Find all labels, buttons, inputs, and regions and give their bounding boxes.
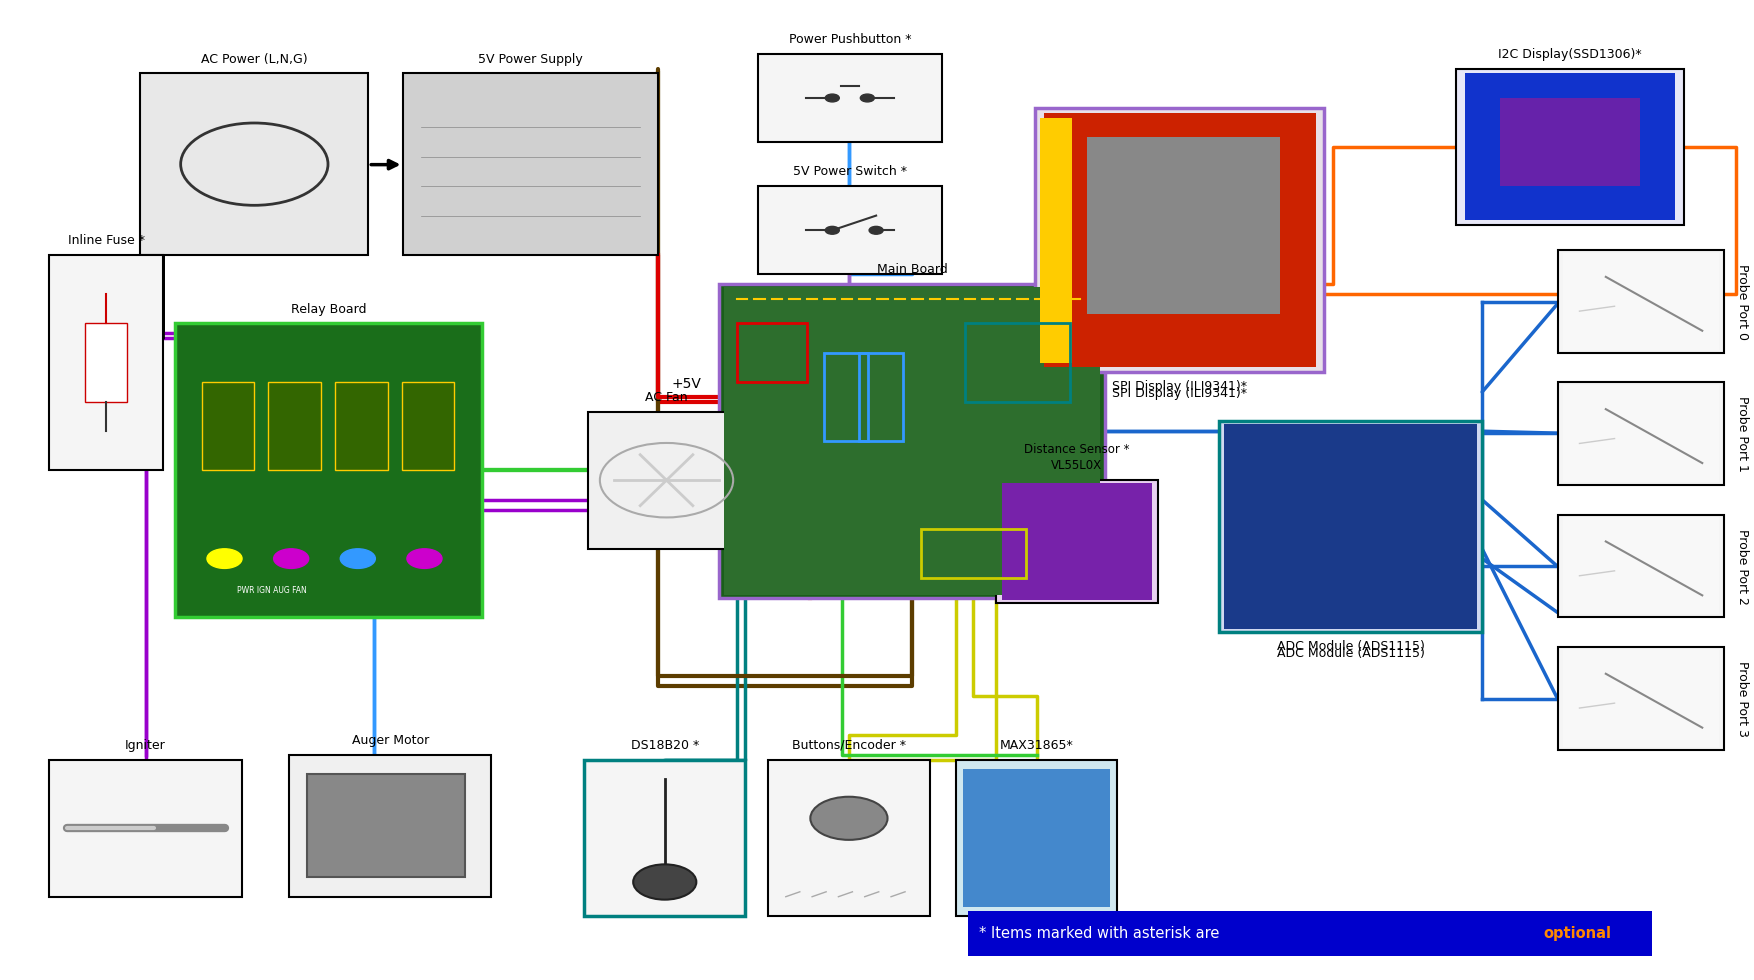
Circle shape [207, 549, 242, 568]
Bar [202, 382, 254, 470]
Bar [996, 480, 1158, 603]
Circle shape [870, 226, 884, 234]
Bar [1563, 385, 1719, 482]
Bar [289, 755, 491, 897]
Bar [588, 412, 745, 549]
Bar [1224, 424, 1477, 629]
Text: 5V Power Supply: 5V Power Supply [479, 53, 582, 66]
Text: DS18B20 *: DS18B20 * [631, 739, 698, 752]
Circle shape [274, 549, 309, 568]
Bar [963, 769, 1110, 907]
Text: Buttons/Encoder *: Buttons/Encoder * [793, 739, 905, 752]
Bar [737, 323, 807, 382]
Circle shape [810, 797, 888, 840]
Circle shape [340, 549, 375, 568]
Circle shape [633, 864, 696, 900]
Bar [49, 760, 242, 897]
Text: Inline Fuse *: Inline Fuse * [68, 234, 144, 247]
Text: Probe Port 2: Probe Port 2 [1736, 528, 1749, 605]
Bar [403, 74, 658, 255]
Text: PWR IGN AUG FAN: PWR IGN AUG FAN [237, 586, 307, 595]
Circle shape [824, 94, 838, 102]
Bar [1219, 421, 1482, 632]
Bar [307, 774, 465, 877]
Bar [1465, 74, 1675, 221]
Text: 5V Power Switch *: 5V Power Switch * [793, 166, 907, 178]
Text: Probe Port 0: Probe Port 0 [1736, 264, 1749, 340]
Bar [758, 186, 942, 274]
Bar [1002, 483, 1152, 600]
Text: AC Fan: AC Fan [645, 391, 688, 404]
Circle shape [407, 549, 442, 568]
Bar [1087, 137, 1280, 314]
Bar [268, 382, 321, 470]
Circle shape [859, 94, 873, 102]
Bar [968, 911, 1652, 956]
Bar [921, 529, 1026, 578]
Text: Main Board: Main Board [877, 264, 947, 276]
Text: I2C Display(SSD1306)*: I2C Display(SSD1306)* [1498, 48, 1642, 61]
Bar [1456, 69, 1684, 225]
Text: Igniter: Igniter [125, 739, 167, 752]
Text: optional: optional [1544, 926, 1612, 941]
Bar [1558, 382, 1724, 485]
Text: +5V: +5V [672, 377, 702, 391]
Text: Probe Port 3: Probe Port 3 [1736, 661, 1749, 737]
Bar [140, 74, 368, 255]
Bar [1558, 647, 1724, 750]
Bar [768, 760, 930, 916]
Bar [584, 760, 745, 916]
Text: Probe Port 1: Probe Port 1 [1736, 396, 1749, 472]
Circle shape [824, 226, 838, 234]
Bar [1044, 113, 1316, 368]
Bar [175, 323, 482, 617]
Text: ADC Module (ADS1115): ADC Module (ADS1115) [1277, 647, 1424, 660]
Bar [719, 284, 1105, 598]
Bar [1040, 118, 1072, 363]
Text: Auger Motor: Auger Motor [351, 734, 430, 747]
Bar [758, 54, 942, 142]
Text: MAX31865*: MAX31865* [1000, 739, 1073, 752]
Bar [84, 323, 128, 402]
Bar [859, 353, 903, 441]
Bar [1558, 250, 1724, 353]
Bar [956, 760, 1117, 916]
Bar [724, 287, 1100, 595]
Text: Distance Sensor *: Distance Sensor * [1024, 443, 1130, 456]
Text: SPI Display (ILI9341)*: SPI Display (ILI9341)* [1112, 387, 1247, 400]
Text: ADC Module (ADS1115): ADC Module (ADS1115) [1277, 640, 1424, 653]
Bar [49, 255, 163, 470]
Bar [1500, 98, 1640, 186]
Text: SPI Display (ILI9341)*: SPI Display (ILI9341)* [1112, 380, 1247, 393]
Bar [402, 382, 454, 470]
Bar [1563, 253, 1719, 350]
Bar [1563, 517, 1719, 614]
Bar [335, 382, 388, 470]
Text: VL55L0X: VL55L0X [1051, 460, 1103, 472]
Bar [1035, 108, 1324, 372]
Bar [1558, 514, 1724, 617]
Bar [1563, 650, 1719, 747]
Bar [824, 353, 868, 441]
Text: Power Pushbutton *: Power Pushbutton * [789, 33, 910, 46]
Text: AC Power (L,N,G): AC Power (L,N,G) [202, 53, 307, 66]
Text: Relay Board: Relay Board [291, 303, 367, 316]
Text: * Items marked with asterisk are: * Items marked with asterisk are [979, 926, 1224, 941]
Bar [965, 323, 1070, 402]
